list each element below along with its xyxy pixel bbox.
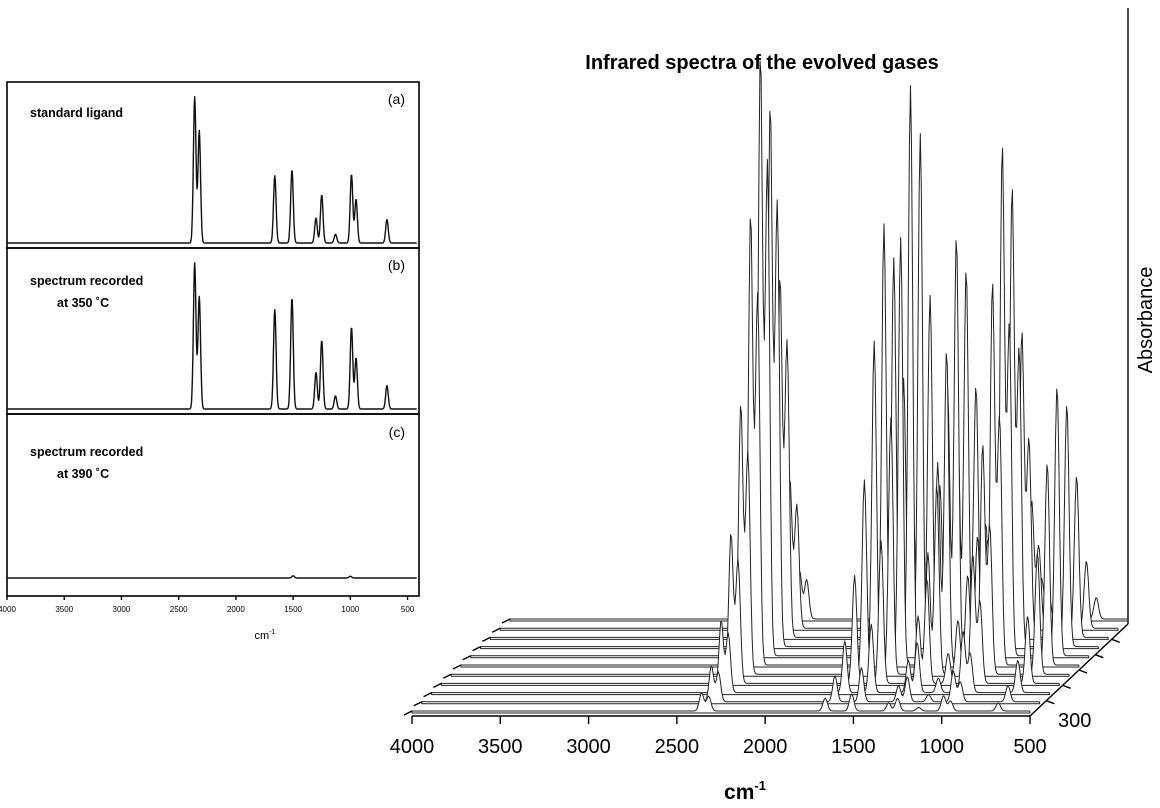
panel-c-label-line2: at 390 ˚C bbox=[57, 467, 109, 481]
waterfall-series-line bbox=[431, 620, 1051, 696]
left-x-tick-label: 4000 bbox=[0, 605, 16, 614]
left-x-tick-label: 1000 bbox=[341, 605, 359, 614]
series-start-tick bbox=[413, 701, 423, 707]
waterfall-title: Infrared spectra of the evolved gases bbox=[585, 52, 938, 74]
depth-axis-ticks: 300 bbox=[1046, 638, 1120, 732]
series-start-tick bbox=[482, 636, 491, 643]
panel-c-label-line1: spectrum recorded bbox=[30, 445, 143, 459]
panel-a-tag: (a) bbox=[388, 91, 405, 107]
wavenumber-axis-ticks: 4000 3500 3000 2500 2000 1500 1000 500 bbox=[390, 716, 1047, 758]
series-start-tick bbox=[403, 710, 413, 716]
wavenumber-tick-label: 1000 bbox=[919, 736, 964, 758]
series-start-tick bbox=[452, 664, 462, 670]
left-x-tick-label: 2500 bbox=[170, 605, 188, 614]
left-x-tick-label: 3500 bbox=[55, 605, 73, 614]
wavenumber-axis-label: cm-1 bbox=[724, 778, 766, 804]
series-start-tick bbox=[433, 682, 442, 689]
wavenumber-tick-label: 4000 bbox=[390, 736, 435, 758]
stacked-spectra-figure: (a) (b) (c) standard ligand spectrum rec… bbox=[0, 81, 420, 642]
left-x-axis-label: cm-1 bbox=[255, 629, 276, 642]
depth-tick-mark bbox=[1062, 684, 1071, 689]
waterfall-series-line bbox=[421, 665, 1041, 705]
absorbance-axis-label: Absorbance bbox=[1135, 267, 1157, 374]
wavenumber-tick-label: 1500 bbox=[831, 736, 876, 758]
depth-tick-mark bbox=[1095, 654, 1104, 659]
spectrum-c-line bbox=[6, 575, 417, 579]
depth-tick-label: 300 bbox=[1058, 710, 1091, 732]
waterfall-series-line bbox=[411, 692, 1031, 714]
panel-a-label: standard ligand bbox=[30, 106, 123, 120]
panel-c-tag: (c) bbox=[389, 424, 405, 440]
left-x-tick-label: 1500 bbox=[284, 605, 302, 614]
spectrum-a-line bbox=[6, 96, 417, 244]
panel-b-label-line1: spectrum recorded bbox=[30, 274, 143, 288]
wavenumber-tick-label: 2000 bbox=[743, 736, 788, 758]
series-start-tick bbox=[423, 691, 432, 698]
waterfall-traces bbox=[403, 60, 1129, 716]
depth-tick-mark bbox=[1111, 638, 1120, 643]
series-start-tick bbox=[442, 673, 452, 679]
left-x-axis-ticks: 4000 3500 3000 2500 2000 1500 1000 500 bbox=[0, 596, 415, 614]
spectrum-b-line bbox=[6, 262, 417, 410]
left-x-tick-label: 3000 bbox=[113, 605, 131, 614]
wavenumber-tick-label: 2500 bbox=[655, 736, 700, 758]
series-start-tick bbox=[462, 655, 472, 661]
waterfall-3d-figure: Infrared spectra of the evolved gases Ab… bbox=[390, 8, 1157, 804]
panel-b-tag: (b) bbox=[388, 257, 405, 273]
panel-c-frame bbox=[6, 413, 420, 597]
panel-b-label-line2: at 350 ˚C bbox=[57, 296, 109, 310]
wavenumber-tick-label: 3000 bbox=[566, 736, 611, 758]
depth-tick-mark bbox=[1078, 669, 1088, 674]
series-start-tick bbox=[472, 645, 481, 652]
series-start-tick bbox=[491, 627, 501, 633]
depth-tick-mark bbox=[1046, 700, 1055, 705]
wavenumber-tick-label: 500 bbox=[1013, 736, 1046, 758]
wavenumber-tick-label: 3500 bbox=[478, 736, 523, 758]
left-x-tick-label: 2000 bbox=[227, 605, 245, 614]
left-x-tick-label: 500 bbox=[401, 605, 415, 614]
series-start-tick bbox=[501, 618, 511, 624]
